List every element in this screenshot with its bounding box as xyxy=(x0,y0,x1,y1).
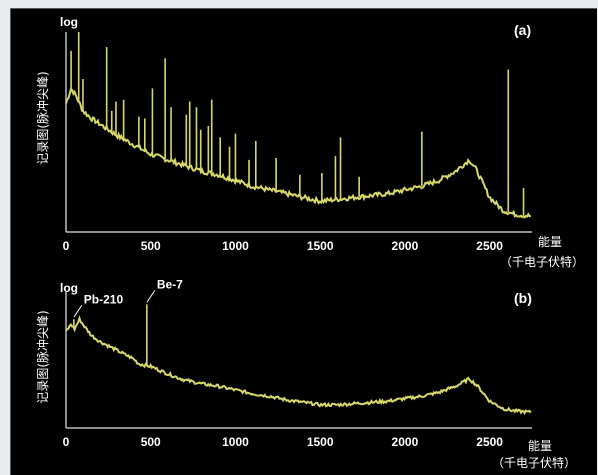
panel-b-y-axis-label: 记录图(脉冲尖峰) xyxy=(35,310,50,403)
panel-b-label: (b) xyxy=(514,290,532,306)
annotation-leader-line xyxy=(73,305,83,318)
panel-b-x-tick-label: 2000 xyxy=(392,435,419,449)
panel-b-x-tick-label: 1500 xyxy=(307,435,334,449)
panel-a-x-ticks: 0 500 1000 1500 2000 2500 xyxy=(63,239,504,253)
panel-b-x-tick-label: 1000 xyxy=(222,435,249,449)
panel-b-x-axis-label-line1: 能量 xyxy=(528,439,552,453)
panel-b-annotations: Pb-210 Be-7 xyxy=(73,277,183,318)
panel-b-x-tick-label: 0 xyxy=(63,435,70,449)
panel-a-y-axis-label: 记录图(脉冲尖峰) xyxy=(35,71,50,164)
chart-panel-b: log (b) 记录图(脉冲尖峰) 0 500 1000 1500 2000 2500 P… xyxy=(35,277,576,470)
panel-a-peaks xyxy=(70,32,525,216)
panel-b-spectrum-line xyxy=(65,315,532,416)
panel-b-x-ticks: 0 500 1000 1500 2000 2500 xyxy=(63,435,504,449)
panel-a-x-tick-label: 500 xyxy=(141,239,161,253)
panel-a-label: (a) xyxy=(514,22,531,38)
panel-b-x-tick-label: 2500 xyxy=(476,435,503,449)
panel-a-x-tick-label: 0 xyxy=(63,239,70,253)
chart-panel-a: log (a) 记录图(脉冲尖峰) 0 500 1000 1500 2000 2500 能… xyxy=(35,15,584,269)
panel-a-x-tick-label: 1500 xyxy=(307,239,334,253)
panel-a-x-tick-label: 2500 xyxy=(476,239,503,253)
panel-a-spectrum-line xyxy=(65,87,531,219)
panel-b-x-axis-label-line2: （千电子伏特） xyxy=(492,455,576,470)
annotation-label: Be-7 xyxy=(157,277,183,291)
panel-a-x-axis-label-line2: （千电子伏特） xyxy=(500,254,584,269)
panel-a-x-axis-label-line1: 能量 xyxy=(538,235,562,249)
panel-a-x-tick-label: 1000 xyxy=(222,239,249,253)
panel-b-y-scale-label: log xyxy=(60,281,78,295)
panel-b-x-tick-label: 500 xyxy=(141,435,161,449)
annotation-leader-line xyxy=(146,290,156,303)
annotation-label: Pb-210 xyxy=(84,292,124,306)
panel-a-y-scale-label: log xyxy=(60,15,78,29)
panel-a-x-tick-label: 2000 xyxy=(392,239,419,253)
panel-b-peaks xyxy=(72,304,148,366)
figure-background xyxy=(10,8,597,475)
